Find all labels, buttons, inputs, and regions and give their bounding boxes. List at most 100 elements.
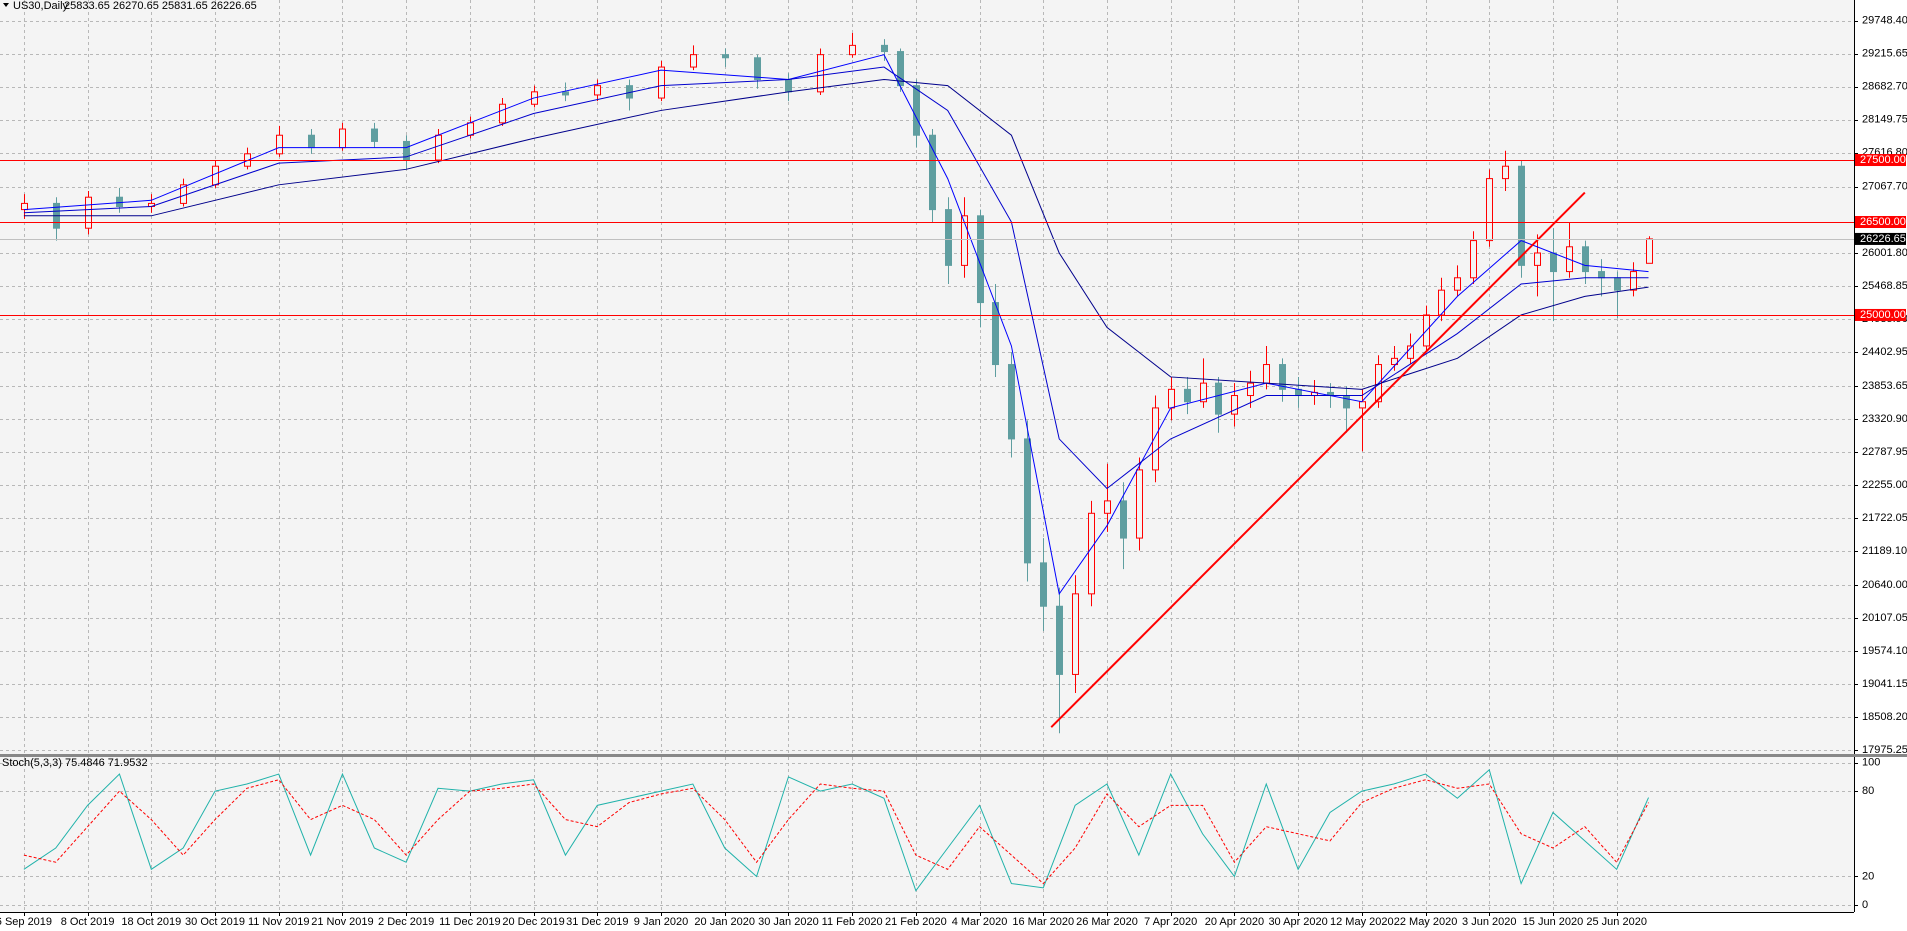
- candle-body: [1470, 240, 1477, 279]
- y-tick-label: 0: [1862, 899, 1868, 911]
- last-price-box: [1855, 232, 1906, 245]
- candle-body: [1247, 382, 1254, 397]
- candle-body: [212, 165, 219, 186]
- candle-body: [1391, 357, 1398, 366]
- candle-body: [85, 196, 92, 229]
- candle-body: [1454, 277, 1461, 291]
- y-tick-label: 100: [1862, 757, 1880, 769]
- y-tick-label: 18508.20: [1862, 711, 1907, 723]
- candle-body: [1582, 246, 1589, 273]
- candle-body: [913, 85, 920, 136]
- level-label-box: [1855, 308, 1906, 321]
- x-tick-label: 22 May 2020: [1394, 916, 1458, 928]
- candle-body: [929, 134, 936, 211]
- candle-body: [499, 103, 506, 124]
- y-tick-label: 23853.65: [1862, 380, 1907, 392]
- candle-body: [1263, 364, 1270, 384]
- candle-body: [1614, 277, 1621, 291]
- y-tick-label: 19041.15: [1862, 678, 1907, 690]
- stoch-line: [23, 779, 1649, 885]
- candle-body: [1215, 382, 1222, 415]
- candle-body: [881, 44, 888, 53]
- candle-body: [1598, 271, 1605, 279]
- candle-body: [992, 302, 999, 366]
- y-tick-label: 19574.10: [1862, 645, 1907, 657]
- y-tick-label: 22787.95: [1862, 446, 1907, 458]
- candle-body: [1104, 500, 1111, 514]
- candle-body: [754, 57, 761, 80]
- y-tick-label: 22255.00: [1862, 479, 1907, 491]
- candle-body: [562, 91, 569, 96]
- candle-body: [849, 44, 856, 56]
- x-tick-label: 21 Nov 2019: [311, 916, 373, 928]
- candle-body: [435, 134, 442, 161]
- candle-body: [276, 134, 283, 155]
- y-tick-label: 25468.85: [1862, 280, 1907, 292]
- x-tick-label: 16 Mar 2020: [1012, 916, 1074, 928]
- x-tick-label: 20 Apr 2020: [1205, 916, 1264, 928]
- candle-body: [1184, 388, 1191, 403]
- moving-average: [23, 66, 1649, 490]
- menu-triangle: [3, 3, 9, 7]
- candle-body: [339, 128, 346, 149]
- candle-body: [1343, 395, 1350, 409]
- x-tick-label: 30 Apr 2020: [1268, 916, 1327, 928]
- x-tick-label: 20 Dec 2019: [502, 916, 564, 928]
- y-tick-label: 26001.80: [1862, 247, 1907, 259]
- candle-body: [722, 54, 729, 59]
- moving-average: [23, 78, 1649, 390]
- x-tick-label: 15 Jun 2020: [1523, 916, 1584, 928]
- level-label: 25000.00: [1860, 309, 1906, 321]
- candle-body: [21, 202, 28, 211]
- y-tick-label: 23320.90: [1862, 413, 1907, 425]
- candle-body: [817, 54, 824, 93]
- stoch-line: [23, 768, 1649, 892]
- level-label-box: [1855, 215, 1906, 228]
- candle-body: [1486, 178, 1493, 242]
- candle-body: [1231, 395, 1238, 415]
- y-tick-label: 17975.25: [1862, 744, 1907, 756]
- candle-body: [1550, 252, 1557, 273]
- x-tick-label: 26 Mar 2020: [1076, 916, 1138, 928]
- stoch-title: Stoch(5,3,3) 75.4846 71.9532: [2, 757, 148, 769]
- candle-body: [690, 54, 697, 68]
- x-tick-label: 9 Jan 2020: [634, 916, 688, 928]
- candle-body: [1438, 289, 1445, 316]
- ohlc-header: 25833.65 26270.65 25831.65 26226.65: [64, 0, 257, 12]
- candle-body: [1120, 500, 1127, 539]
- candle-body: [897, 51, 904, 87]
- plot-area: [0, 757, 1854, 912]
- candle-body: [1152, 407, 1159, 471]
- y-tick-label: 20107.05: [1862, 612, 1907, 624]
- x-tick-label: 11 Dec 2019: [439, 916, 501, 928]
- candle-body: [1646, 238, 1653, 264]
- x-tick-label: 30 Jan 2020: [758, 916, 819, 928]
- x-tick-label: 6 Sep 2019: [0, 916, 52, 928]
- x-tick-label: 11 Feb 2020: [822, 916, 883, 928]
- symbol-title: US30,Daily: [13, 0, 69, 12]
- candle-body: [658, 66, 665, 99]
- y-tick-label: 20: [1862, 870, 1874, 882]
- candle-body: [1359, 401, 1366, 409]
- y-tick-label: 29215.65: [1862, 48, 1907, 60]
- level-label: 26500.00: [1860, 216, 1906, 228]
- candle-body: [785, 78, 792, 93]
- candle-body: [371, 128, 378, 142]
- x-tick-label: 25 Jun 2020: [1586, 916, 1647, 928]
- level-label: 27500.00: [1860, 154, 1906, 166]
- x-tick-label: 4 Mar 2020: [952, 916, 1008, 928]
- candle-body: [594, 85, 601, 96]
- candle-body: [1279, 364, 1286, 390]
- candle-body: [1502, 165, 1509, 180]
- level-label-box: [1855, 154, 1906, 167]
- main-panel: [0, 0, 1854, 754]
- y-tick-label: 21722.05: [1862, 512, 1907, 524]
- y-tick-label: 20640.00: [1862, 579, 1907, 591]
- y-tick-label: 24402.95: [1862, 346, 1907, 358]
- candle-body: [1630, 271, 1637, 291]
- y-tick-label: 28682.70: [1862, 81, 1907, 93]
- candle-body: [1088, 512, 1095, 595]
- plot-area: [0, 0, 1854, 754]
